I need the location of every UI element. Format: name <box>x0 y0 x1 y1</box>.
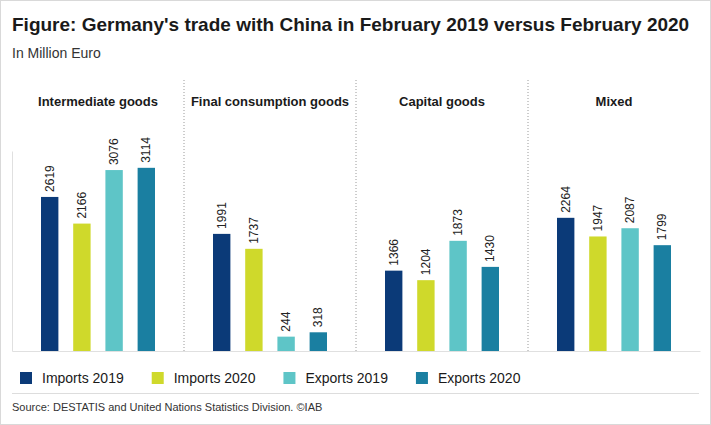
frame <box>1 1 711 425</box>
x-axis <box>13 351 701 352</box>
data-label: 1430 <box>483 235 497 262</box>
bar <box>621 228 638 351</box>
data-label: 1991 <box>215 202 229 229</box>
bar <box>138 168 155 351</box>
bar <box>417 280 434 351</box>
legend-label: Exports 2020 <box>438 370 521 386</box>
data-label: 2264 <box>559 186 573 213</box>
category-label: Capital goods <box>399 94 485 109</box>
legend-swatch <box>20 372 32 384</box>
divider <box>12 393 699 394</box>
bar <box>449 241 466 351</box>
data-label: 1204 <box>419 248 433 275</box>
chart: Figure: Germany's trade with China in Fe… <box>0 0 711 425</box>
data-label: 2166 <box>75 192 89 219</box>
bar <box>73 224 90 351</box>
data-label: 318 <box>311 307 325 327</box>
data-label: 3114 <box>139 137 153 163</box>
y-axis-line <box>12 152 13 352</box>
bar <box>385 271 402 351</box>
bars <box>41 168 671 351</box>
legend-swatch <box>416 372 428 384</box>
bar <box>482 267 499 351</box>
data-label: 1799 <box>655 213 669 240</box>
data-label: 2087 <box>623 196 637 223</box>
bar <box>589 236 606 351</box>
data-label: 1947 <box>591 204 605 231</box>
data-label: 1737 <box>247 217 261 244</box>
group-separator <box>184 80 185 351</box>
bar <box>105 170 122 351</box>
data-labels: 2619 1991 1366 2264 2166 1737 1204 1947 3076 244 1… <box>43 137 670 332</box>
subtitle: In Million Euro <box>12 45 101 61</box>
legend-item: Exports 2019 <box>283 370 388 386</box>
legend-label: Imports 2019 <box>42 370 124 386</box>
bar <box>277 337 294 351</box>
legend-item: Imports 2020 <box>152 370 256 386</box>
data-label: 244 <box>279 311 293 331</box>
bar <box>310 332 327 351</box>
title: Figure: Germany's trade with China in Fe… <box>12 14 689 35</box>
bar <box>41 197 58 351</box>
bar <box>245 249 262 351</box>
category-label: Intermediate goods <box>38 94 158 109</box>
data-label: 3076 <box>107 138 121 165</box>
group-separator <box>528 80 529 351</box>
bar <box>654 245 671 351</box>
data-label: 2619 <box>43 165 57 192</box>
data-label: 1873 <box>451 209 465 236</box>
bar <box>213 234 230 351</box>
baseline <box>13 351 701 352</box>
y-axis <box>12 152 13 352</box>
legend-label: Imports 2020 <box>174 370 256 386</box>
data-label: 1366 <box>387 239 401 266</box>
source: Source: DESTATIS and United Nations Stat… <box>12 401 322 413</box>
category-label: Final consumption goods <box>191 94 349 109</box>
bar <box>557 218 574 351</box>
group-separator <box>356 80 357 351</box>
legend-label: Exports 2019 <box>305 370 388 386</box>
legend: Imports 2019 Imports 2020 Exports 2019 Expo… <box>20 370 521 386</box>
category-label: Mixed <box>596 94 633 109</box>
legend-item: Imports 2019 <box>20 370 124 386</box>
legend-item: Exports 2020 <box>416 370 521 386</box>
legend-swatch <box>152 372 164 384</box>
legend-swatch <box>283 372 295 384</box>
